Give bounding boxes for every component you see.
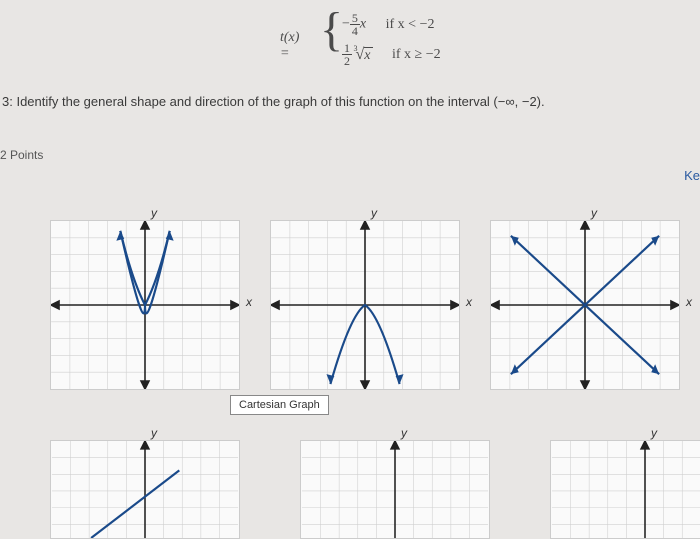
graph-option-1[interactable]: y x — [50, 220, 240, 390]
graph-option-5[interactable]: y — [300, 440, 490, 539]
points-label: 2 Points — [0, 148, 43, 162]
x-axis-label: x — [466, 295, 472, 309]
plot-svg — [301, 441, 489, 538]
y-axis-label: y — [371, 206, 377, 220]
plot-svg — [51, 221, 239, 389]
formula-lhs: t(x) = — [280, 30, 299, 62]
x-axis-label: x — [246, 295, 252, 309]
graph-option-2[interactable]: y x — [270, 220, 460, 390]
y-axis-label: y — [151, 206, 157, 220]
plot-svg — [551, 441, 700, 538]
question-text: 3: Identify the general shape and direct… — [0, 94, 545, 109]
formula-piece-2: 12 3√x if x ≥ −2 — [342, 42, 441, 67]
plot-svg — [51, 441, 239, 538]
graph-option-3[interactable]: y x — [490, 220, 680, 390]
y-axis-label: y — [151, 426, 157, 440]
y-axis-label: y — [651, 426, 657, 440]
graph-row-top: y x y x — [50, 220, 700, 390]
graph-option-6[interactable]: y — [550, 440, 700, 539]
plot-svg — [491, 221, 679, 389]
plot-svg — [271, 221, 459, 389]
y-axis-label: y — [591, 206, 597, 220]
truncated-text: Ke — [684, 168, 700, 183]
formula-piece-1: −54x if x < −2 — [342, 12, 434, 37]
brace: { — [320, 2, 343, 57]
cartesian-graph-label: Cartesian Graph — [230, 395, 329, 415]
graph-option-4[interactable]: y — [50, 440, 240, 539]
x-axis-label: x — [686, 295, 692, 309]
graph-row-bottom: y y — [50, 440, 700, 539]
y-axis-label: y — [401, 426, 407, 440]
